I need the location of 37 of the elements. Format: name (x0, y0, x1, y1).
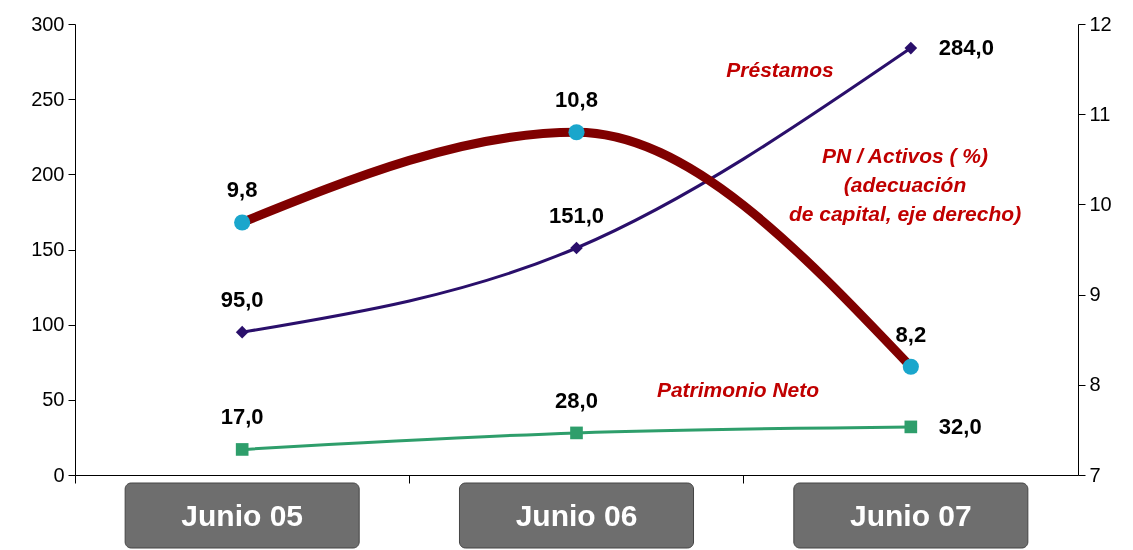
point (234, 214, 251, 231)
y-tick-label: 0 (53, 463, 65, 486)
series-label: Patrimonio Neto (656, 378, 820, 401)
y-tick-label: 300 (31, 12, 65, 35)
series-label: Préstamos (726, 58, 834, 81)
y2-tick-label: 10 (1089, 192, 1112, 215)
point (235, 443, 249, 456)
x-tick-label: Junio 07 (849, 499, 972, 532)
data-label: 28,0 (555, 387, 598, 413)
y-tick-label: 150 (31, 238, 65, 260)
point (570, 241, 583, 255)
data-label: 9,8 (226, 177, 258, 203)
data-label: 8,2 (895, 321, 927, 347)
y2-tick-label: 9 (1089, 283, 1101, 306)
y2-tick-label: 7 (1089, 463, 1101, 486)
data-label: 32,0 (938, 413, 982, 439)
series-label: PN / Activos ( %) (adecuación de capital, eje derecho) (788, 144, 1022, 225)
point (568, 124, 585, 141)
y2-tick-label: 12 (1089, 12, 1112, 35)
point (570, 426, 583, 440)
y-tick-label: 100 (31, 313, 65, 336)
x-tick-label: Junio 05 (181, 499, 304, 532)
point (904, 420, 918, 434)
point (904, 41, 918, 55)
x-tick-label: Junio 06 (515, 499, 638, 532)
y-tick-label: 50 (42, 388, 65, 411)
y-tick-label: 200 (31, 162, 65, 185)
data-label: 10,8 (555, 87, 598, 113)
y2-tick-label: 11 (1089, 102, 1111, 125)
point (235, 325, 249, 339)
y2-tick-label: 8 (1089, 373, 1101, 396)
data-label: 284,0 (938, 35, 994, 61)
point (902, 358, 919, 375)
data-label: 151,0 (548, 203, 605, 228)
data-label: 17,0 (220, 404, 264, 430)
y-tick-label: 250 (31, 87, 65, 110)
data-label: 95,0 (220, 287, 264, 313)
